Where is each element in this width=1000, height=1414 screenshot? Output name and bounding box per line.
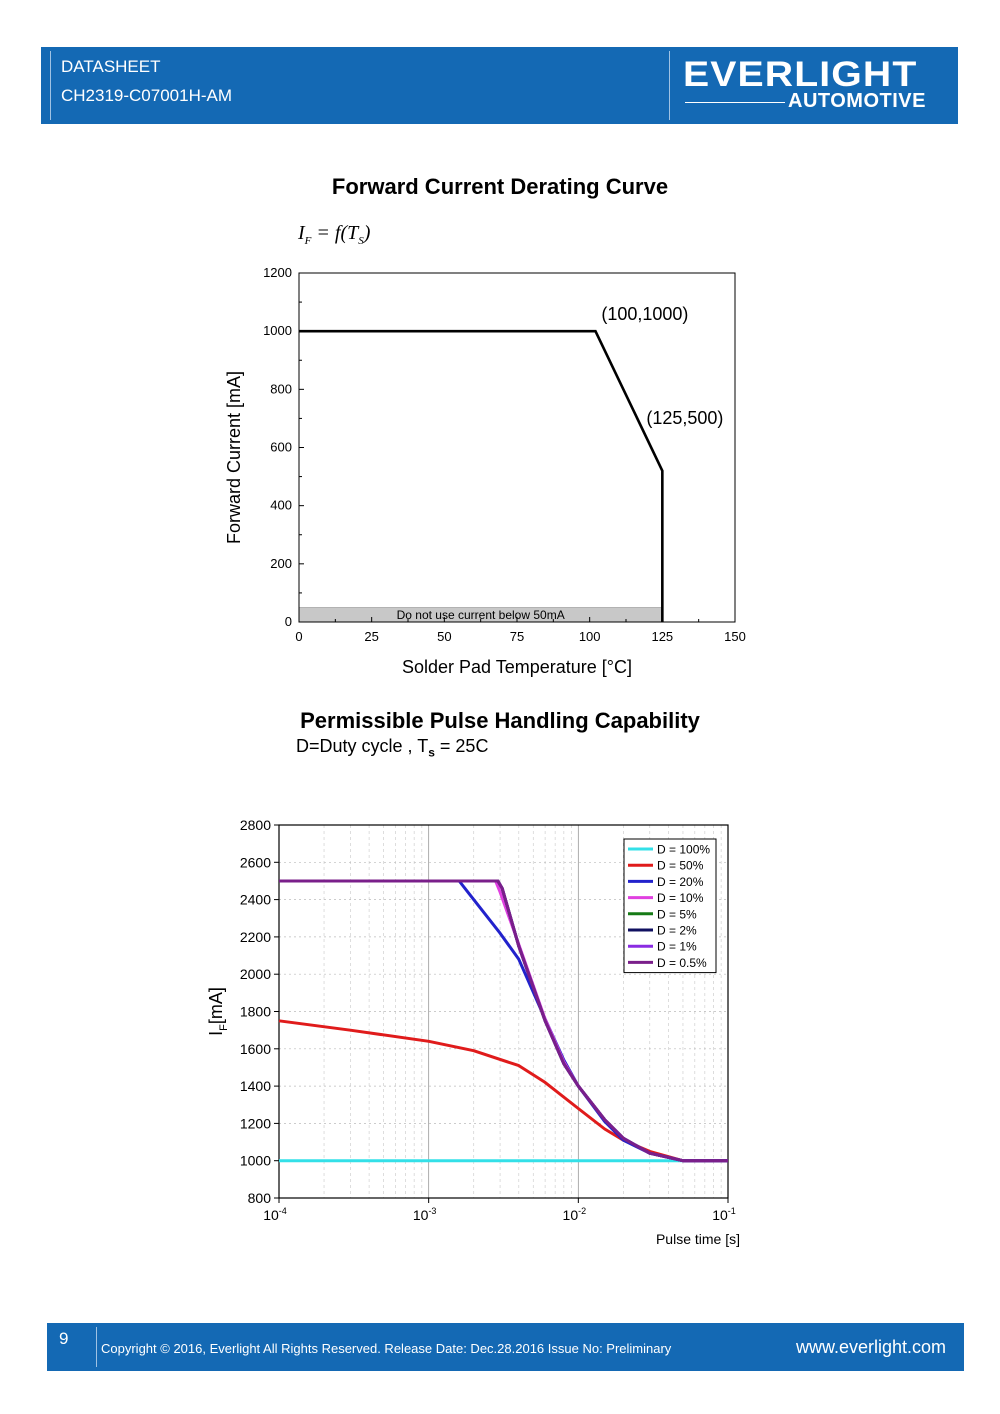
y-tick-label: 1600 bbox=[240, 1041, 271, 1057]
header-bar: DATASHEET CH2319-C07001H-AM EVERLIGHT AU… bbox=[41, 47, 958, 124]
legend-label: D = 1% bbox=[657, 940, 697, 954]
y-tick-label: 0 bbox=[285, 614, 292, 629]
y-tick-label: 600 bbox=[270, 440, 292, 455]
y-tick-label: 400 bbox=[270, 498, 292, 513]
part-number: CH2319-C07001H-AM bbox=[61, 86, 233, 105]
y-tick-label: 2800 bbox=[240, 817, 271, 833]
derating-chart: Do not use current below 50mA 0 200 400 600 8… bbox=[224, 265, 746, 677]
subtitle-sub: s bbox=[428, 745, 435, 760]
y-tick-label: 2600 bbox=[240, 854, 271, 870]
header-divider bbox=[669, 51, 670, 120]
logo-main-text: EVERLIGHT bbox=[683, 55, 918, 94]
y-tick-label: 2000 bbox=[240, 966, 271, 982]
y-axis-label: IF[mA] bbox=[206, 987, 230, 1036]
chart1-title: Forward Current Derating Curve bbox=[331, 174, 669, 199]
y-tick-label: 200 bbox=[270, 556, 292, 571]
legend-label: D = 10% bbox=[657, 891, 704, 905]
series-line bbox=[279, 879, 728, 1163]
derating-line bbox=[299, 329, 664, 622]
copyright-text: Copyright © 2016, Everlight All Rights R… bbox=[101, 1341, 672, 1356]
page-number: 9 bbox=[59, 1329, 69, 1348]
y-tick-label: 1200 bbox=[240, 1115, 271, 1131]
legend-box bbox=[623, 838, 717, 974]
x-axis-label: Pulse time [s] bbox=[656, 1231, 740, 1247]
series-line bbox=[278, 1019, 728, 1163]
legend-label: D = 2% bbox=[657, 924, 697, 938]
x-tick-label: 10-2 bbox=[563, 1206, 587, 1223]
y-axis-label: Forward Current [mA] bbox=[224, 371, 244, 544]
x-axis-label: Solder Pad Temperature [°C] bbox=[402, 657, 632, 677]
y-tick-label: 1000 bbox=[240, 1153, 271, 1169]
header-divider bbox=[50, 51, 51, 120]
chart2-title: Permissible Pulse Handling Capability bbox=[300, 708, 700, 733]
legend-label: D = 50% bbox=[657, 859, 704, 873]
legend-label: D = 5% bbox=[657, 907, 697, 921]
y-tick-label: 2400 bbox=[240, 892, 271, 908]
x-tick-label: 150 bbox=[724, 629, 746, 644]
x-tick-label: 0 bbox=[295, 629, 302, 644]
logo-rule bbox=[685, 102, 785, 103]
y-tick-label: 800 bbox=[270, 381, 292, 396]
annotation-125-500: (125,500) bbox=[646, 408, 723, 428]
legend-label: D = 0.5% bbox=[657, 956, 707, 970]
y-tick-label: 800 bbox=[248, 1190, 272, 1206]
everlight-logo: EVERLIGHT AUTOMOTIVE bbox=[683, 55, 943, 117]
footer-divider bbox=[96, 1327, 97, 1367]
x-tick-label: 25 bbox=[364, 629, 378, 644]
doc-type: DATASHEET bbox=[61, 57, 161, 76]
y-tick-label: 1200 bbox=[263, 265, 292, 280]
y-tick-label: 1000 bbox=[263, 323, 292, 338]
x-tick-label: 10-1 bbox=[712, 1206, 736, 1223]
x-tick-label: 10-3 bbox=[413, 1206, 437, 1223]
derating-formula: IF = f(TS) bbox=[298, 222, 371, 247]
pulse-chart: 800 1000 1200 1400 1600 1800 2000 2200 2400 2600 2… bbox=[206, 817, 740, 1247]
x-tick-label: 50 bbox=[437, 629, 451, 644]
y-tick-label: 2200 bbox=[240, 929, 271, 945]
logo-sub-text: AUTOMOTIVE bbox=[788, 90, 926, 112]
x-tick-label: 100 bbox=[579, 629, 601, 644]
chart2-subtitle: D=Duty cycle , Ts = 25C bbox=[296, 736, 488, 760]
band-label: Do not use current below 50mA bbox=[397, 608, 565, 622]
annotation-100-1000: (100,1000) bbox=[601, 304, 688, 324]
subtitle-text: D=Duty cycle , T bbox=[296, 736, 429, 756]
legend-label: D = 100% bbox=[657, 843, 710, 857]
y-tick-label: 1400 bbox=[240, 1078, 271, 1094]
legend-label: D = 20% bbox=[657, 875, 704, 889]
x-tick-label: 75 bbox=[510, 629, 524, 644]
x-tick-label: 125 bbox=[651, 629, 673, 644]
subtitle-end: = 25C bbox=[434, 736, 489, 756]
x-tick-label: 10-4 bbox=[263, 1206, 287, 1223]
footer-bar: 9 Copyright © 2016, Everlight All Rights… bbox=[47, 1323, 964, 1371]
y-tick-label: 1800 bbox=[240, 1004, 271, 1020]
website-link[interactable]: www.everlight.com bbox=[795, 1337, 946, 1357]
